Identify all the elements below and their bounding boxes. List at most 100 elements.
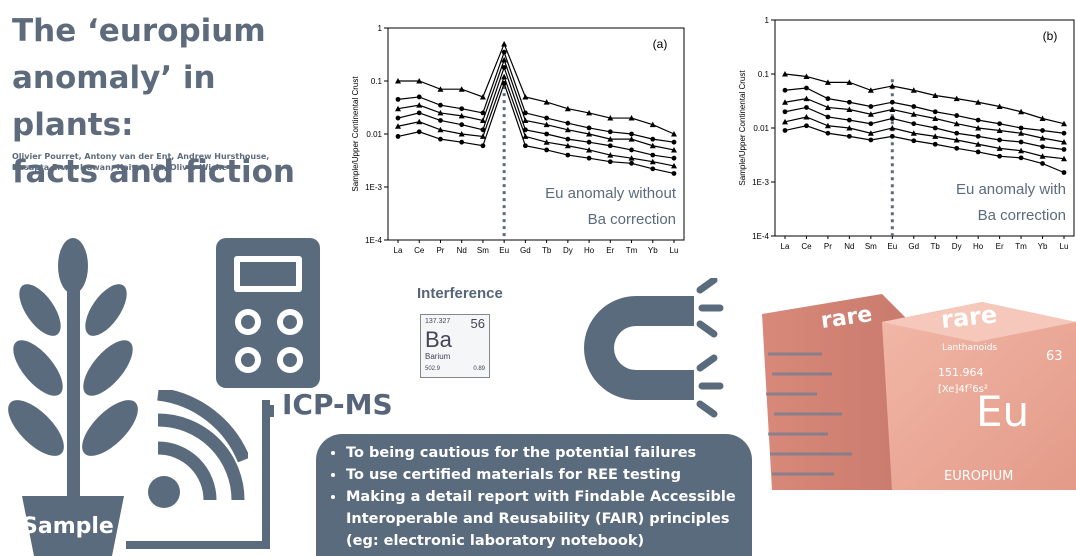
chart-a-xtick-label: Tm	[626, 246, 638, 255]
chart-a-data-point	[416, 110, 422, 116]
chart-a-data-point	[671, 131, 677, 137]
europium-cube-illustration: rare rare Lanthanoids 63 151.964 [Xe]4f⁷…	[762, 294, 1076, 490]
chart-a-data-point	[650, 136, 656, 142]
chart-b-data-point	[997, 153, 1003, 159]
signal-icon	[148, 390, 248, 508]
chart-b-data-point	[889, 116, 895, 121]
chart-b-data-point	[1039, 153, 1046, 159]
chart-a-data-point	[395, 105, 401, 112]
chart-a-data-point	[395, 134, 401, 139]
chart-b-ytick-label: 0.1	[758, 70, 770, 79]
chart-a-xtick-label: Tb	[542, 246, 552, 255]
chart-a-data-point	[586, 146, 593, 153]
chart-b-data-point	[782, 71, 788, 77]
poster-title: The ‘europium anomaly’ in plants: facts …	[12, 8, 342, 196]
interference-label: Interference	[417, 285, 503, 302]
chart-a-series-line	[397, 81, 675, 175]
chart-b-data-point	[997, 137, 1003, 143]
chart-a-xtick-label: La	[394, 246, 403, 255]
chart-b-data-point	[953, 136, 960, 143]
chart-b-data-point	[782, 118, 788, 125]
chart-a-data-point	[544, 115, 550, 121]
chart-a-series-line	[397, 65, 675, 159]
chart-b-data-point	[910, 111, 917, 117]
cube-config: [Xe]4f⁷6s²	[938, 384, 988, 395]
chart-b-data-point	[953, 95, 960, 102]
chart-a-data-point	[501, 49, 507, 55]
chart-b-data-point	[932, 133, 939, 139]
chart-a-data-point	[650, 152, 656, 158]
chart-b-data-point	[1018, 139, 1024, 145]
chart-b-xtick-label: Dy	[952, 242, 962, 251]
chart-a: 1 0.1 0.01 1E-3 1E-4 La Ce Pr Nd Sm Eu Gd Tb Dy Ho Er Tm…	[348, 18, 688, 260]
chart-b-data-point	[997, 121, 1003, 127]
recommendations-list: To being cautious for the potential fail…	[316, 434, 752, 552]
chart-b-series-line	[784, 116, 1065, 160]
chart-a-data-point	[565, 120, 571, 126]
chart-b-data-point	[803, 95, 810, 102]
chart-a-data-point	[395, 96, 401, 102]
chart-a-data-point	[480, 143, 486, 149]
chart-b-data-point	[846, 133, 852, 139]
chart-a-data-point	[586, 125, 592, 131]
chart-a-data-point	[649, 121, 656, 128]
chart-a-data-point	[607, 129, 613, 135]
chart-a-data-point	[522, 110, 528, 116]
chart-a-xtick-label: Nd	[457, 246, 467, 255]
title-line-1: The ‘europium	[12, 13, 266, 49]
chart-b-data-point	[1018, 147, 1025, 154]
chart-a-xtick-label: Eu	[499, 246, 509, 255]
chart-a-data-point	[628, 136, 635, 142]
chart-b-series-line	[784, 73, 1065, 125]
chart-b-xtick-label: Er	[996, 242, 1004, 251]
chart-b-data-point	[846, 79, 853, 85]
chart-a-data-point	[607, 115, 614, 121]
barium-element-tile: 137.327 56 Ba Barium 502.9 0.89	[420, 314, 490, 378]
chart-b-data-point	[867, 130, 874, 136]
chart-b-series-line	[784, 98, 1065, 143]
chart-a-data-point	[649, 142, 656, 149]
chart-b-data-point	[804, 123, 809, 129]
chart-a-data-point	[437, 109, 444, 116]
chart-b-xtick-label: Eu	[887, 242, 897, 251]
chart-a-series-line	[398, 42, 675, 135]
chart-a-data-point	[416, 78, 423, 84]
chart-b-data-point	[932, 125, 938, 131]
chart-b-data-point	[975, 149, 981, 155]
chart-a-data-point	[395, 123, 401, 129]
chart-a-data-point	[479, 117, 486, 123]
chart-a-data-point	[586, 155, 592, 161]
chart-b-series-line	[784, 87, 1065, 134]
chart-b-xtick-label: Ce	[801, 242, 812, 251]
chart-b-xtick-label: Lu	[1060, 242, 1069, 251]
chart-b-data-point	[911, 138, 917, 144]
authors-line-2: Dasapta Erwin Irawan, Haiyan Liu, Oliver…	[12, 163, 227, 172]
chart-b-data-point	[954, 113, 960, 118]
chart-a-xtick-label: Ce	[414, 246, 425, 255]
chart-b-annotation-line2: Ba correction	[978, 207, 1066, 224]
icp-ms-label: ICP-MS	[282, 388, 393, 421]
chart-a-data-point	[522, 117, 529, 123]
chart-a-data-point	[607, 159, 613, 165]
chart-a-data-point	[501, 73, 508, 80]
chart-a-data-point	[458, 131, 465, 137]
cube-number: 63	[1046, 349, 1063, 364]
chart-a-data-point	[586, 109, 593, 116]
chart-a-data-point	[438, 136, 443, 142]
chart-a-xtick-label: Gd	[520, 246, 531, 255]
chart-a-data-point	[565, 152, 571, 158]
chart-a-data-point	[437, 126, 444, 133]
chart-a-xtick-label: Sm	[477, 246, 489, 255]
chart-b-series-line	[784, 125, 1065, 174]
chart-a-data-point	[629, 160, 634, 166]
chart-a-data-point	[607, 143, 613, 149]
chart-b-data-point	[1061, 170, 1067, 175]
chart-a-data-point	[628, 115, 635, 121]
chart-b-data-point	[804, 85, 809, 91]
chart-b-data-point	[1061, 139, 1067, 145]
chart-a-data-point	[671, 146, 677, 153]
chart-b-data-point	[846, 106, 853, 113]
authors-line-1: Olivier Pourret, Antony van der Ent, And…	[12, 152, 270, 161]
chart-a-data-point	[522, 127, 528, 133]
chart-a-data-point	[650, 166, 656, 172]
